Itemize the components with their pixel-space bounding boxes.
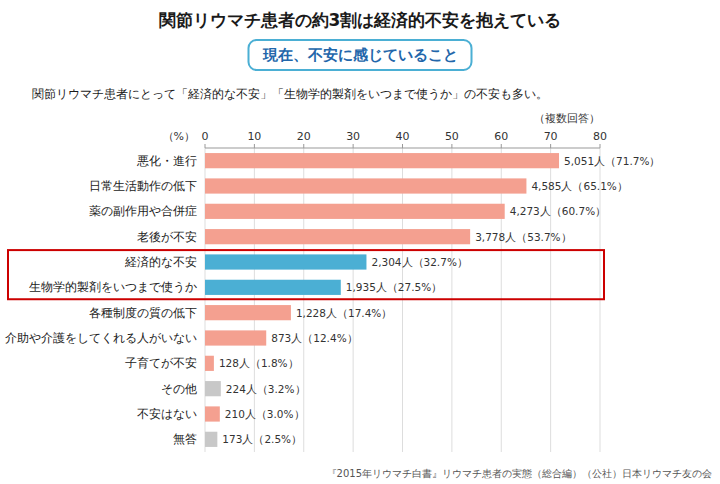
x-axis-line xyxy=(205,148,600,149)
tick-label: 20 xyxy=(297,130,311,143)
data-label: 4,273人（60.7%） xyxy=(510,205,606,217)
data-label: 128人（1.8%） xyxy=(219,357,299,369)
category-label: 薬の副作用や合併症 xyxy=(89,204,197,218)
bar xyxy=(205,153,559,168)
bar xyxy=(205,280,341,295)
tick-label: 60 xyxy=(494,130,508,143)
tick-mark xyxy=(451,144,452,148)
category-label: その他 xyxy=(161,382,197,396)
bar xyxy=(205,432,217,447)
data-label: 3,778人（53.7%） xyxy=(475,231,571,243)
tick-label: 0 xyxy=(202,130,209,143)
bar xyxy=(205,178,526,193)
subtitle-group: 現在、不安に感じていること xyxy=(249,40,472,70)
category-label: 無答 xyxy=(173,432,197,446)
x-axis-label: （%） xyxy=(163,130,195,143)
data-label: 873人（12.4%） xyxy=(271,332,357,344)
chart: 関節リウマチ患者の約3割は経済的不安を抱えている現在、不安に感じていること関節リ… xyxy=(0,0,720,484)
bar xyxy=(205,254,366,269)
data-label: 1,935人（27.5%） xyxy=(346,281,442,293)
bar xyxy=(205,381,221,396)
labels: 悪化・進行 5,051人（71.7%） 日常生活動作の低下 4,585人（65.1%）… xyxy=(5,154,660,447)
tick-mark xyxy=(303,144,304,148)
subtitle-box xyxy=(249,40,472,70)
highlight-box xyxy=(8,250,604,299)
tick-mark xyxy=(501,144,502,148)
title: 関節リウマチ患者の約3割は経済的不安を抱えている xyxy=(159,10,562,30)
data-label: 5,051人（71.7%） xyxy=(564,155,660,167)
tick-mark xyxy=(402,144,403,148)
data-label: 4,585人（65.1%） xyxy=(531,180,627,192)
data-label: 1,228人（17.4%） xyxy=(296,307,392,319)
category-label: 生物学的製剤をいつまで使うか xyxy=(29,280,197,294)
data-label: 2,304人（32.7%） xyxy=(371,256,467,268)
data-label: 210人（3.0%） xyxy=(225,408,305,420)
category-label: 老後が不安 xyxy=(137,230,197,244)
tick-mark xyxy=(550,144,551,148)
grid: 0 10 20 30 40 50 60 70 80 xyxy=(202,130,608,452)
category-label: 不安はない xyxy=(137,407,197,421)
footnote: 『2015年リウマチ白書』リウマチ患者の実態（総合編）（公社）日本リウマチ友の会 xyxy=(327,468,712,479)
category-label: 介助や介護をしてくれる人がいない xyxy=(5,331,197,345)
bar xyxy=(205,204,505,219)
category-label: 経済的な不安 xyxy=(124,255,197,269)
subtitle: 現在、不安に感じていること xyxy=(262,46,458,64)
category-label: 日常生活動作の低下 xyxy=(89,179,197,193)
description: 関節リウマチ患者にとって「経済的な不安」「生物学的製剤をいつまで使うか」の不安も… xyxy=(32,87,548,101)
tick-label: 30 xyxy=(346,130,360,143)
category-label: 各種制度の質の低下 xyxy=(89,306,197,320)
note: （複数回答） xyxy=(534,112,600,125)
tick-mark xyxy=(353,144,354,148)
bar xyxy=(205,229,470,244)
tick-mark xyxy=(205,144,206,148)
data-label: 173人（2.5%） xyxy=(222,433,302,445)
tick-mark xyxy=(600,144,601,148)
tick-label: 40 xyxy=(396,130,410,143)
category-label: 悪化・進行 xyxy=(136,154,197,168)
bar xyxy=(205,305,291,320)
category-label: 子育てが不安 xyxy=(125,356,197,370)
tick-label: 80 xyxy=(593,130,607,143)
data-label: 224人（3.2%） xyxy=(226,383,306,395)
bar xyxy=(205,406,220,421)
tick-label: 70 xyxy=(544,130,558,143)
tick-label: 10 xyxy=(247,130,261,143)
bar xyxy=(205,356,214,371)
bar xyxy=(205,330,266,345)
tick-label: 50 xyxy=(445,130,459,143)
tick-mark xyxy=(254,144,255,148)
